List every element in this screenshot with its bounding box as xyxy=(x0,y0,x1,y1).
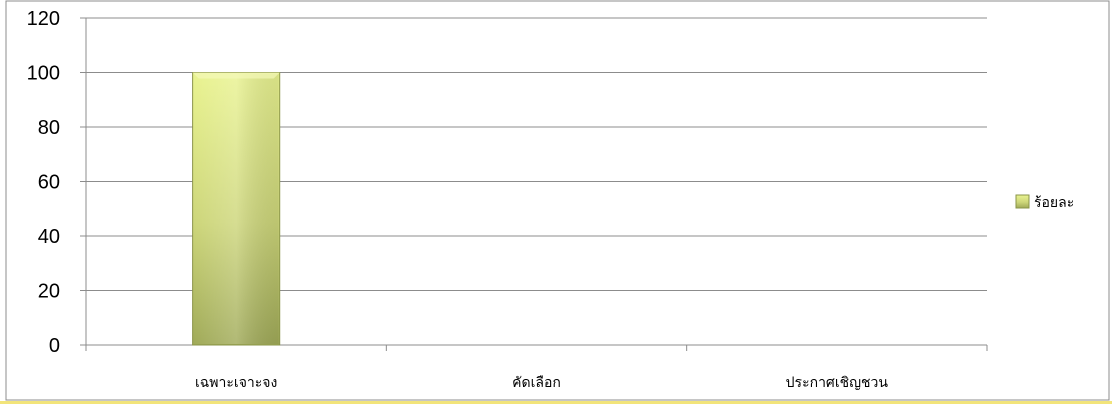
y-tick-label: 100 xyxy=(27,63,60,85)
y-tick-label: 40 xyxy=(38,226,60,248)
chart-border xyxy=(5,0,1110,401)
bar-bevel xyxy=(192,72,280,79)
legend-swatch xyxy=(1015,194,1030,209)
label-layer: 0 20 40 60 80 100 120 เฉพาะเจาะจง คัดเลือก ประกาศ… xyxy=(27,8,889,391)
bar-layer xyxy=(192,72,281,346)
y-tick-label: 80 xyxy=(38,117,60,139)
y-tick-label: 0 xyxy=(49,335,60,357)
legend: ร้อยละ xyxy=(1015,194,1074,211)
y-tick-label: 120 xyxy=(27,8,60,30)
legend-label: ร้อยละ xyxy=(1034,195,1074,211)
x-category-label: คัดเลือก xyxy=(512,375,561,391)
y-tick-label: 60 xyxy=(38,172,60,194)
bar-highlight xyxy=(193,73,279,344)
x-category-label: เฉพาะเจาะจง xyxy=(195,375,277,391)
x-category-label: ประกาศเชิญชวน xyxy=(786,375,889,391)
y-tick-label: 20 xyxy=(38,281,60,303)
